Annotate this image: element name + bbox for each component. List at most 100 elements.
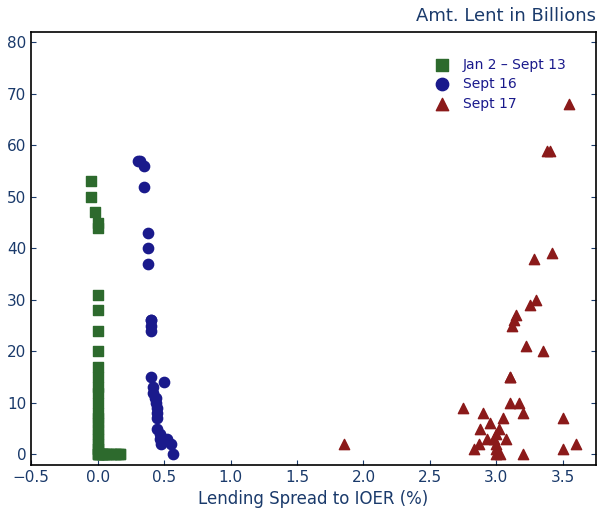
Jan 2 – Sept 13	[93, 414, 103, 422]
Sept 17	[491, 440, 501, 448]
Sept 16	[139, 182, 149, 191]
Jan 2 – Sept 13	[115, 450, 125, 458]
Sept 17	[498, 414, 508, 422]
Sept 16	[153, 409, 162, 417]
Sept 17	[548, 249, 557, 258]
Sept 16	[133, 157, 142, 165]
Sept 17	[491, 445, 501, 453]
Sept 17	[494, 424, 504, 433]
Jan 2 – Sept 13	[93, 399, 103, 407]
Jan 2 – Sept 13	[93, 347, 103, 355]
Sept 16	[166, 440, 175, 448]
Sept 17	[505, 373, 514, 381]
Sept 16	[153, 424, 162, 433]
Sept 16	[151, 399, 161, 407]
Sept 17	[558, 414, 567, 422]
Sept 16	[146, 327, 156, 335]
Sept 16	[148, 383, 158, 391]
Jan 2 – Sept 13	[93, 450, 103, 458]
Sept 17	[475, 440, 484, 448]
Jan 2 – Sept 13	[94, 450, 104, 458]
Sept 17	[501, 435, 511, 443]
Sept 17	[521, 342, 531, 350]
Jan 2 – Sept 13	[93, 430, 103, 438]
Jan 2 – Sept 13	[93, 224, 103, 232]
Sept 16	[162, 435, 172, 443]
Sept 16	[151, 393, 161, 402]
Sept 17	[545, 146, 554, 154]
Sept 17	[542, 146, 552, 154]
Sept 17	[458, 404, 468, 412]
Jan 2 – Sept 13	[93, 383, 103, 391]
Jan 2 – Sept 13	[93, 435, 103, 443]
Sept 16	[146, 373, 156, 381]
Jan 2 – Sept 13	[93, 218, 103, 227]
Jan 2 – Sept 13	[90, 208, 100, 216]
Sept 16	[139, 162, 149, 170]
Sept 17	[491, 430, 501, 438]
Jan 2 – Sept 13	[86, 193, 96, 201]
Jan 2 – Sept 13	[93, 373, 103, 381]
Jan 2 – Sept 13	[112, 450, 121, 458]
Sept 17	[518, 450, 528, 458]
Sept 16	[153, 414, 162, 422]
Sept 16	[144, 260, 153, 268]
Jan 2 – Sept 13	[97, 450, 107, 458]
Jan 2 – Sept 13	[93, 440, 103, 448]
Jan 2 – Sept 13	[95, 450, 105, 458]
Sept 17	[505, 399, 514, 407]
Sept 17	[485, 419, 494, 427]
Sept 16	[146, 316, 156, 324]
Jan 2 – Sept 13	[93, 424, 103, 433]
Sept 17	[491, 450, 501, 458]
Jan 2 – Sept 13	[93, 306, 103, 314]
Sept 16	[150, 393, 160, 402]
Jan 2 – Sept 13	[97, 450, 107, 458]
Jan 2 – Sept 13	[93, 409, 103, 417]
Sept 17	[505, 373, 514, 381]
X-axis label: Lending Spread to IOER (%): Lending Spread to IOER (%)	[198, 490, 429, 508]
Sept 17	[496, 450, 505, 458]
Legend: Jan 2 – Sept 13, Sept 16, Sept 17: Jan 2 – Sept 13, Sept 16, Sept 17	[423, 52, 572, 116]
Jan 2 – Sept 13	[86, 177, 96, 185]
Sept 16	[159, 378, 169, 386]
Jan 2 – Sept 13	[93, 450, 103, 458]
Jan 2 – Sept 13	[93, 327, 103, 335]
Sept 17	[531, 296, 541, 304]
Jan 2 – Sept 13	[110, 450, 120, 458]
Jan 2 – Sept 13	[93, 363, 103, 371]
Text: Amt. Lent in Billions: Amt. Lent in Billions	[416, 7, 596, 25]
Sept 16	[153, 404, 162, 412]
Sept 17	[469, 445, 479, 453]
Sept 16	[156, 430, 165, 438]
Sept 17	[529, 254, 538, 263]
Jan 2 – Sept 13	[99, 450, 109, 458]
Sept 16	[148, 388, 158, 397]
Sept 17	[571, 440, 581, 448]
Jan 2 – Sept 13	[93, 450, 103, 458]
Jan 2 – Sept 13	[99, 450, 109, 458]
Jan 2 – Sept 13	[93, 290, 103, 299]
Sept 17	[511, 311, 521, 319]
Sept 16	[144, 229, 153, 237]
Sept 16	[144, 244, 153, 252]
Jan 2 – Sept 13	[93, 419, 103, 427]
Jan 2 – Sept 13	[101, 450, 110, 458]
Sept 17	[509, 316, 519, 324]
Sept 17	[508, 321, 517, 330]
Sept 17	[482, 435, 492, 443]
Sept 16	[169, 450, 178, 458]
Sept 17	[525, 301, 534, 309]
Sept 17	[476, 424, 485, 433]
Jan 2 – Sept 13	[115, 450, 125, 458]
Sept 16	[135, 157, 145, 165]
Jan 2 – Sept 13	[102, 450, 112, 458]
Jan 2 – Sept 13	[93, 445, 103, 453]
Sept 16	[146, 321, 156, 330]
Sept 17	[514, 399, 524, 407]
Sept 17	[564, 100, 574, 108]
Sept 17	[558, 445, 567, 453]
Sept 17	[339, 440, 349, 448]
Jan 2 – Sept 13	[104, 450, 113, 458]
Jan 2 – Sept 13	[113, 450, 122, 458]
